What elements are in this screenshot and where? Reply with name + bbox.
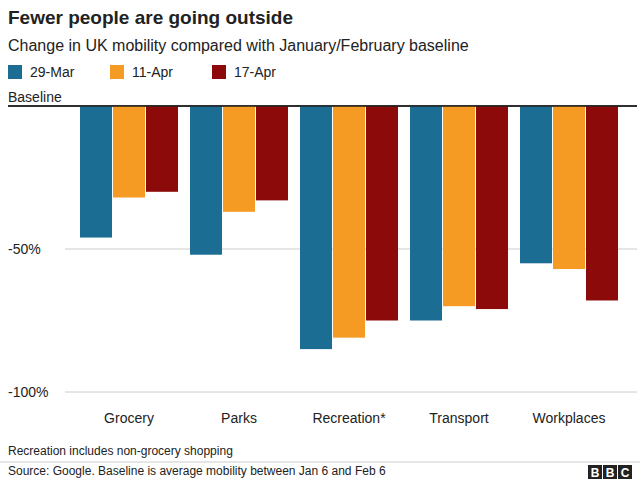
subtitle: Change in UK mobility compared with Janu… <box>8 37 469 54</box>
legend-label: 17-Apr <box>234 64 276 80</box>
y-tick-label: -50% <box>8 241 41 257</box>
x-tick-label: Workplaces <box>533 410 606 426</box>
bar <box>146 106 178 192</box>
y-tick-label: Baseline <box>8 89 62 105</box>
bar <box>443 106 475 306</box>
bar <box>223 106 255 212</box>
chart-svg: Fewer people are going outside Change in … <box>0 0 640 480</box>
logo-box <box>588 465 602 479</box>
chart-root: Fewer people are going outside Change in … <box>0 0 640 480</box>
x-tick-label: Parks <box>221 410 257 426</box>
bar <box>586 106 618 300</box>
bar <box>190 106 222 255</box>
x-tick-label: Grocery <box>104 410 154 426</box>
y-tick-label: -100% <box>8 384 48 400</box>
bar <box>256 106 288 200</box>
bar <box>113 106 145 198</box>
bar <box>80 106 112 238</box>
legend-swatch <box>212 65 226 79</box>
logo-box <box>603 465 617 479</box>
footnote: Recreation includes non-grocery shopping <box>8 444 233 458</box>
legend-swatch <box>8 65 22 79</box>
bar <box>366 106 398 321</box>
logo-letter: B <box>591 466 600 480</box>
bar <box>476 106 508 309</box>
title: Fewer people are going outside <box>8 7 293 28</box>
bar <box>553 106 585 269</box>
legend-label: 11-Apr <box>132 64 173 80</box>
x-tick-label: Transport <box>429 410 489 426</box>
grid-line <box>8 105 637 107</box>
bar <box>333 106 365 338</box>
bars <box>80 106 618 349</box>
baseline-line <box>8 105 637 107</box>
logo-letter: B <box>606 466 615 480</box>
x-tick-label: Recreation* <box>312 410 386 426</box>
grid-line <box>65 392 637 393</box>
source: Source: Google. Baseline is average mobi… <box>8 464 386 478</box>
legend-swatch <box>110 65 124 79</box>
divider <box>0 462 640 463</box>
bar <box>520 106 552 263</box>
logo-box <box>618 465 632 479</box>
bar <box>410 106 442 321</box>
legend-label: 29-Mar <box>30 64 75 80</box>
bar <box>300 106 332 349</box>
logo-letter: C <box>621 466 630 480</box>
